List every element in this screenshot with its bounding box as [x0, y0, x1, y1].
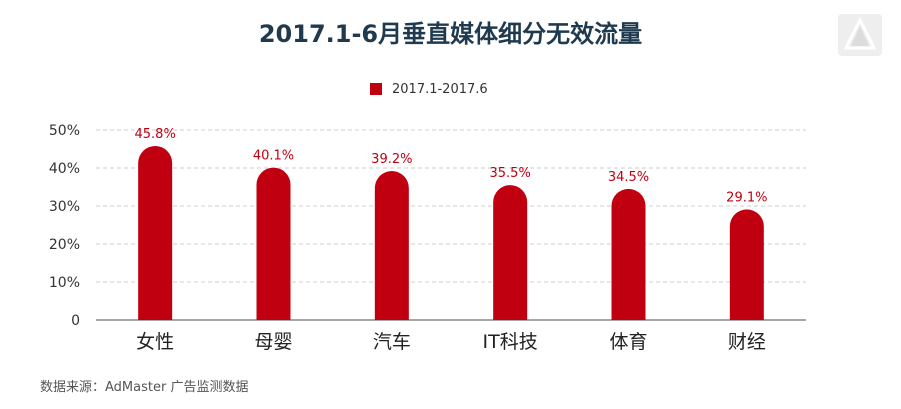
y-tick-label: 20%	[49, 237, 80, 253]
bar	[493, 185, 528, 320]
data-source-note: 数据来源：AdMaster 广告监测数据	[40, 380, 249, 395]
bar	[611, 188, 646, 320]
x-tick-label: IT科技	[483, 331, 538, 353]
bar	[374, 171, 409, 320]
legend-swatch	[370, 83, 382, 95]
bar	[138, 145, 173, 320]
legend-label: 2017.1-2017.6	[392, 81, 488, 97]
data-label: 34.5%	[608, 170, 649, 185]
admaster-logo-icon	[838, 14, 882, 56]
x-tick-label: 体育	[609, 331, 647, 353]
y-tick-label: 10%	[49, 275, 80, 291]
data-label: 29.1%	[726, 190, 767, 205]
y-tick-label: 30%	[49, 199, 80, 215]
y-tick-label: 0	[71, 313, 80, 329]
x-tick-label: 女性	[136, 331, 174, 353]
legend: 2017.1-2017.6	[370, 80, 488, 98]
x-tick-label: 汽车	[373, 331, 411, 353]
bar	[256, 167, 291, 320]
y-tick-label: 40%	[49, 161, 80, 177]
chart-title: 2017.1-6月垂直媒体细分无效流量	[258, 20, 643, 48]
x-tick-label: 母婴	[254, 331, 292, 353]
data-label: 35.5%	[490, 166, 531, 181]
data-label: 40.1%	[253, 149, 294, 164]
y-tick-label: 50%	[49, 123, 80, 139]
data-label: 45.8%	[135, 127, 176, 142]
data-label: 39.2%	[371, 152, 412, 167]
x-tick-label: 财经	[728, 331, 766, 353]
bar	[729, 209, 764, 320]
